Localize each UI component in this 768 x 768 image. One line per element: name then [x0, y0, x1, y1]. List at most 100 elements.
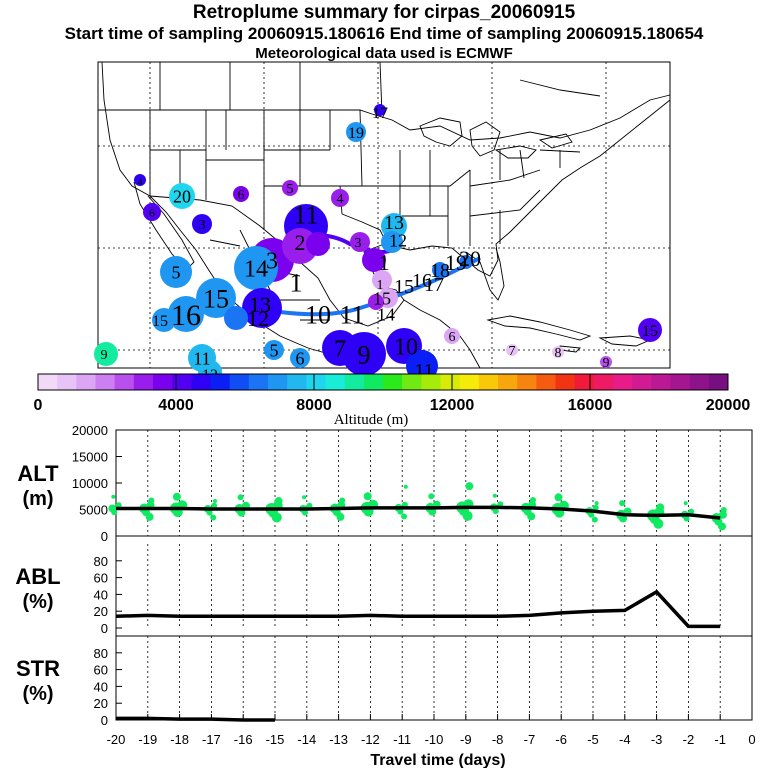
- alt-scatter-point: [465, 482, 474, 491]
- sampling-time-line: Start time of sampling 20060915.180616 E…: [64, 24, 704, 43]
- plume-circle: [368, 294, 384, 310]
- colorbar-tick-label: 12000: [430, 397, 475, 414]
- x-tick-label: -20: [107, 732, 126, 747]
- plume-circle: [234, 246, 278, 290]
- map-plume-circles: [94, 104, 662, 384]
- plume-circle: [242, 288, 282, 328]
- plume-circle: [224, 306, 248, 330]
- day-label: 14: [377, 304, 395, 324]
- alt-scatter-point: [397, 508, 404, 515]
- colorbar-tick-label: 4000: [158, 397, 194, 414]
- alt-scatter-point: [111, 509, 118, 516]
- day-label: 17: [372, 105, 388, 122]
- colorbar-cell: [574, 374, 595, 390]
- colorbar-cell: [248, 374, 269, 390]
- colorbar-cell: [689, 374, 710, 390]
- alt-scatter-point: [688, 508, 695, 515]
- colorbar-cell: [478, 374, 499, 390]
- colorbar-cell: [517, 374, 537, 390]
- alt-scatter-point: [492, 493, 497, 498]
- alt-scatter-point: [401, 513, 407, 520]
- day-label: 8: [555, 346, 562, 361]
- y-tick-label: 10000: [72, 476, 108, 491]
- alt-scatter-point: [591, 516, 598, 523]
- y-tick-label: 0: [101, 621, 108, 636]
- colorbar-cell: [383, 374, 403, 390]
- day-label: 13: [249, 292, 271, 317]
- day-label: 17: [424, 274, 444, 296]
- colorbar-cell: [555, 374, 576, 390]
- y-tick-label: 0: [101, 529, 108, 544]
- y-tick-label: 0: [101, 713, 108, 728]
- day-label: 6: [149, 205, 155, 219]
- alt-scatter-point: [530, 496, 536, 503]
- plume-circle: [506, 344, 518, 356]
- plume-circle: [152, 308, 176, 332]
- colorbar-cell: [440, 374, 461, 390]
- colorbar-cell: [593, 374, 614, 390]
- y-tick-label: 80: [94, 646, 108, 661]
- day-label: 9: [358, 340, 371, 369]
- colorbar-tick-label: 20000: [706, 397, 751, 414]
- colorbar-cell: [229, 374, 250, 390]
- day-label: 5: [270, 340, 279, 360]
- day-label: 10: [305, 300, 331, 329]
- y-tick-label: 40: [94, 587, 108, 602]
- time-series-panels: 05000100001500020000ALT(m)020406080ABL(%…: [15, 423, 755, 768]
- colorbar-tick-label: 0: [34, 397, 43, 414]
- day-label: 11: [293, 200, 318, 229]
- plume-circle: [342, 332, 386, 376]
- alt-scatter-point: [527, 512, 536, 521]
- colorbar-cell: [363, 374, 384, 390]
- alt-scatter-point: [274, 497, 283, 506]
- day-label: 9: [603, 356, 610, 371]
- plume-circle: [168, 296, 204, 332]
- alt-scatter-point: [111, 494, 116, 499]
- colorbar-cell: [613, 374, 633, 390]
- colorbar-cell: [459, 374, 480, 390]
- colorbar-cell: [306, 374, 326, 390]
- x-axis-label: Travel time (days): [370, 752, 505, 768]
- alt-scatter-point: [619, 500, 626, 507]
- alt-scatter-point: [720, 507, 727, 514]
- day-label: 5: [287, 182, 294, 197]
- series-line: [116, 716, 275, 722]
- day-label: 4: [138, 178, 143, 189]
- plume-circle: [372, 270, 392, 290]
- x-tick-label: -11: [393, 732, 411, 747]
- colorbar-label: Altitude (m): [334, 412, 409, 428]
- plume-circle: [290, 348, 310, 368]
- colorbar-cell: [210, 374, 231, 390]
- x-tick-label: -5: [587, 732, 599, 747]
- day-label: 5: [172, 262, 181, 282]
- x-tick-label: -18: [170, 732, 189, 747]
- altitude-colorbar: 0 4000 8000 12000 16000 20000 Altitude (m): [34, 373, 751, 428]
- plume-circle: [192, 214, 212, 234]
- day-label: 7: [334, 337, 346, 363]
- alt-scatter-point: [462, 510, 473, 521]
- y-tick-label: 60: [94, 663, 108, 678]
- alt-scatter-point: [683, 515, 690, 522]
- alt-scatter-point: [148, 497, 155, 504]
- day-label: 15: [373, 288, 391, 308]
- alt-scatter-point: [237, 494, 244, 501]
- alt-scatter-point: [213, 499, 217, 504]
- plume-circle: [381, 231, 403, 253]
- day-label: 11: [339, 300, 364, 329]
- day-label: 15: [394, 276, 414, 298]
- y-axis-label: ALT: [17, 461, 59, 486]
- alt-scatter-point: [718, 522, 726, 531]
- alt-scatter-point: [210, 514, 217, 521]
- colorbar-cell: [57, 374, 77, 390]
- y-tick-label: 15000: [72, 450, 108, 465]
- plume-circle: [600, 356, 612, 368]
- x-tick-label: -12: [361, 732, 380, 747]
- panel-alt: 0 5000 10000 15000 20000 ALT(m): [17, 423, 753, 544]
- plume-circle: [282, 180, 298, 196]
- day-label: 12: [247, 306, 269, 331]
- colorbar-cell: [172, 374, 192, 390]
- x-tick-label: -14: [297, 732, 316, 747]
- x-tick-label: -7: [524, 732, 536, 747]
